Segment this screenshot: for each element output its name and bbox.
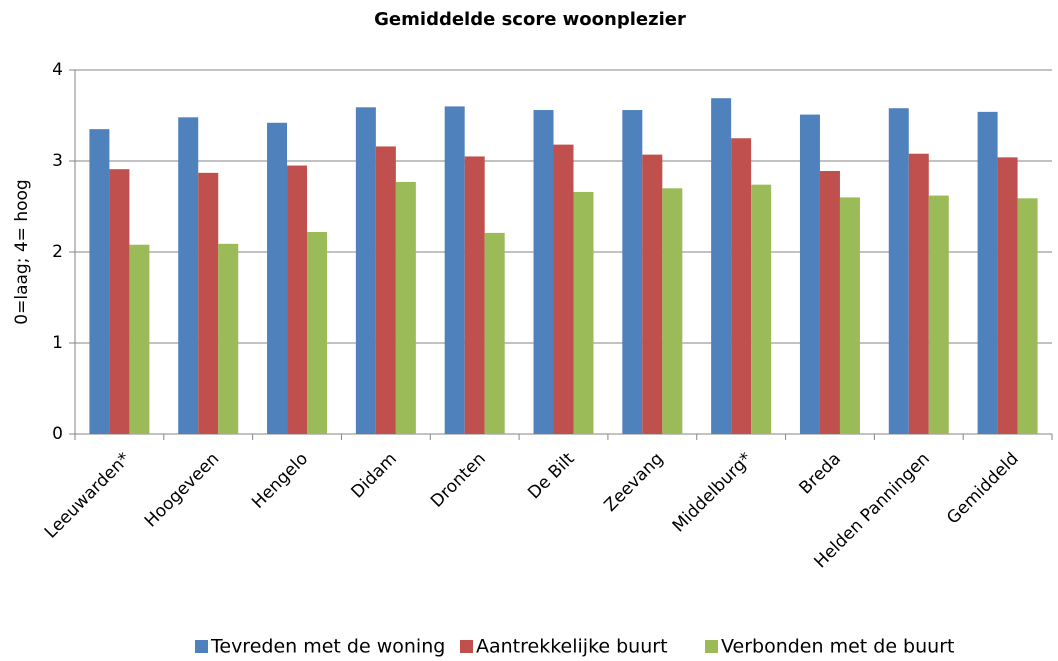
bar — [908, 153, 929, 434]
bar — [355, 107, 376, 434]
bar — [997, 157, 1018, 435]
x-tick-label: Didam — [347, 449, 400, 502]
y-axis-label: 0=laag; 4= hoog — [12, 179, 32, 324]
legend-swatch — [195, 640, 208, 653]
bar — [751, 184, 772, 434]
y-tick-label: 4 — [52, 60, 63, 80]
bar — [553, 144, 574, 434]
chart-title: Gemiddelde score woonplezier — [374, 9, 686, 30]
bar — [444, 106, 465, 435]
bar — [109, 169, 130, 434]
legend-label: Tevreden met de woning — [210, 636, 445, 658]
bar — [464, 156, 485, 434]
x-tick-label: Dronten — [427, 449, 490, 512]
bar — [395, 181, 416, 434]
x-tick-label: Zeevang — [600, 449, 667, 516]
bar — [484, 232, 505, 434]
bar — [573, 191, 594, 434]
bar — [89, 129, 110, 434]
bar — [711, 98, 732, 435]
x-tick-label: Gemiddeld — [943, 449, 1023, 529]
legend-swatch — [705, 640, 718, 653]
y-tick-label: 1 — [52, 333, 63, 353]
x-tick-label: Breda — [796, 449, 845, 498]
y-tick-label: 3 — [52, 151, 63, 171]
bar — [287, 165, 308, 435]
bar — [1017, 198, 1038, 434]
bar — [198, 172, 219, 434]
bar — [218, 243, 239, 434]
bar — [799, 114, 820, 434]
bar — [928, 195, 949, 434]
bar — [888, 108, 909, 434]
bar — [375, 146, 396, 434]
bar — [839, 197, 860, 434]
legend-label: Aantrekkelijke buurt — [476, 636, 668, 658]
bar — [642, 154, 663, 434]
bar — [662, 188, 683, 434]
x-tick-label: Leeuwarden* — [41, 449, 135, 543]
bar — [178, 117, 199, 434]
bar — [977, 111, 998, 435]
bar — [267, 122, 288, 434]
x-tick-label: Hengelo — [248, 449, 312, 513]
legend-swatch — [460, 640, 473, 653]
bar — [731, 138, 752, 434]
legend-label: Verbonden met de buurt — [721, 636, 954, 658]
y-tick-label: 2 — [52, 242, 63, 262]
bar — [129, 244, 150, 434]
bar — [307, 231, 328, 434]
x-tick-label: De Bilt — [524, 449, 578, 503]
bar — [533, 110, 554, 434]
x-tick-label: Hoogeveen — [141, 449, 223, 531]
bar — [819, 171, 840, 434]
bar — [622, 110, 643, 434]
x-tick-label: Middelburg* — [669, 449, 756, 536]
y-tick-label: 0 — [52, 424, 63, 444]
